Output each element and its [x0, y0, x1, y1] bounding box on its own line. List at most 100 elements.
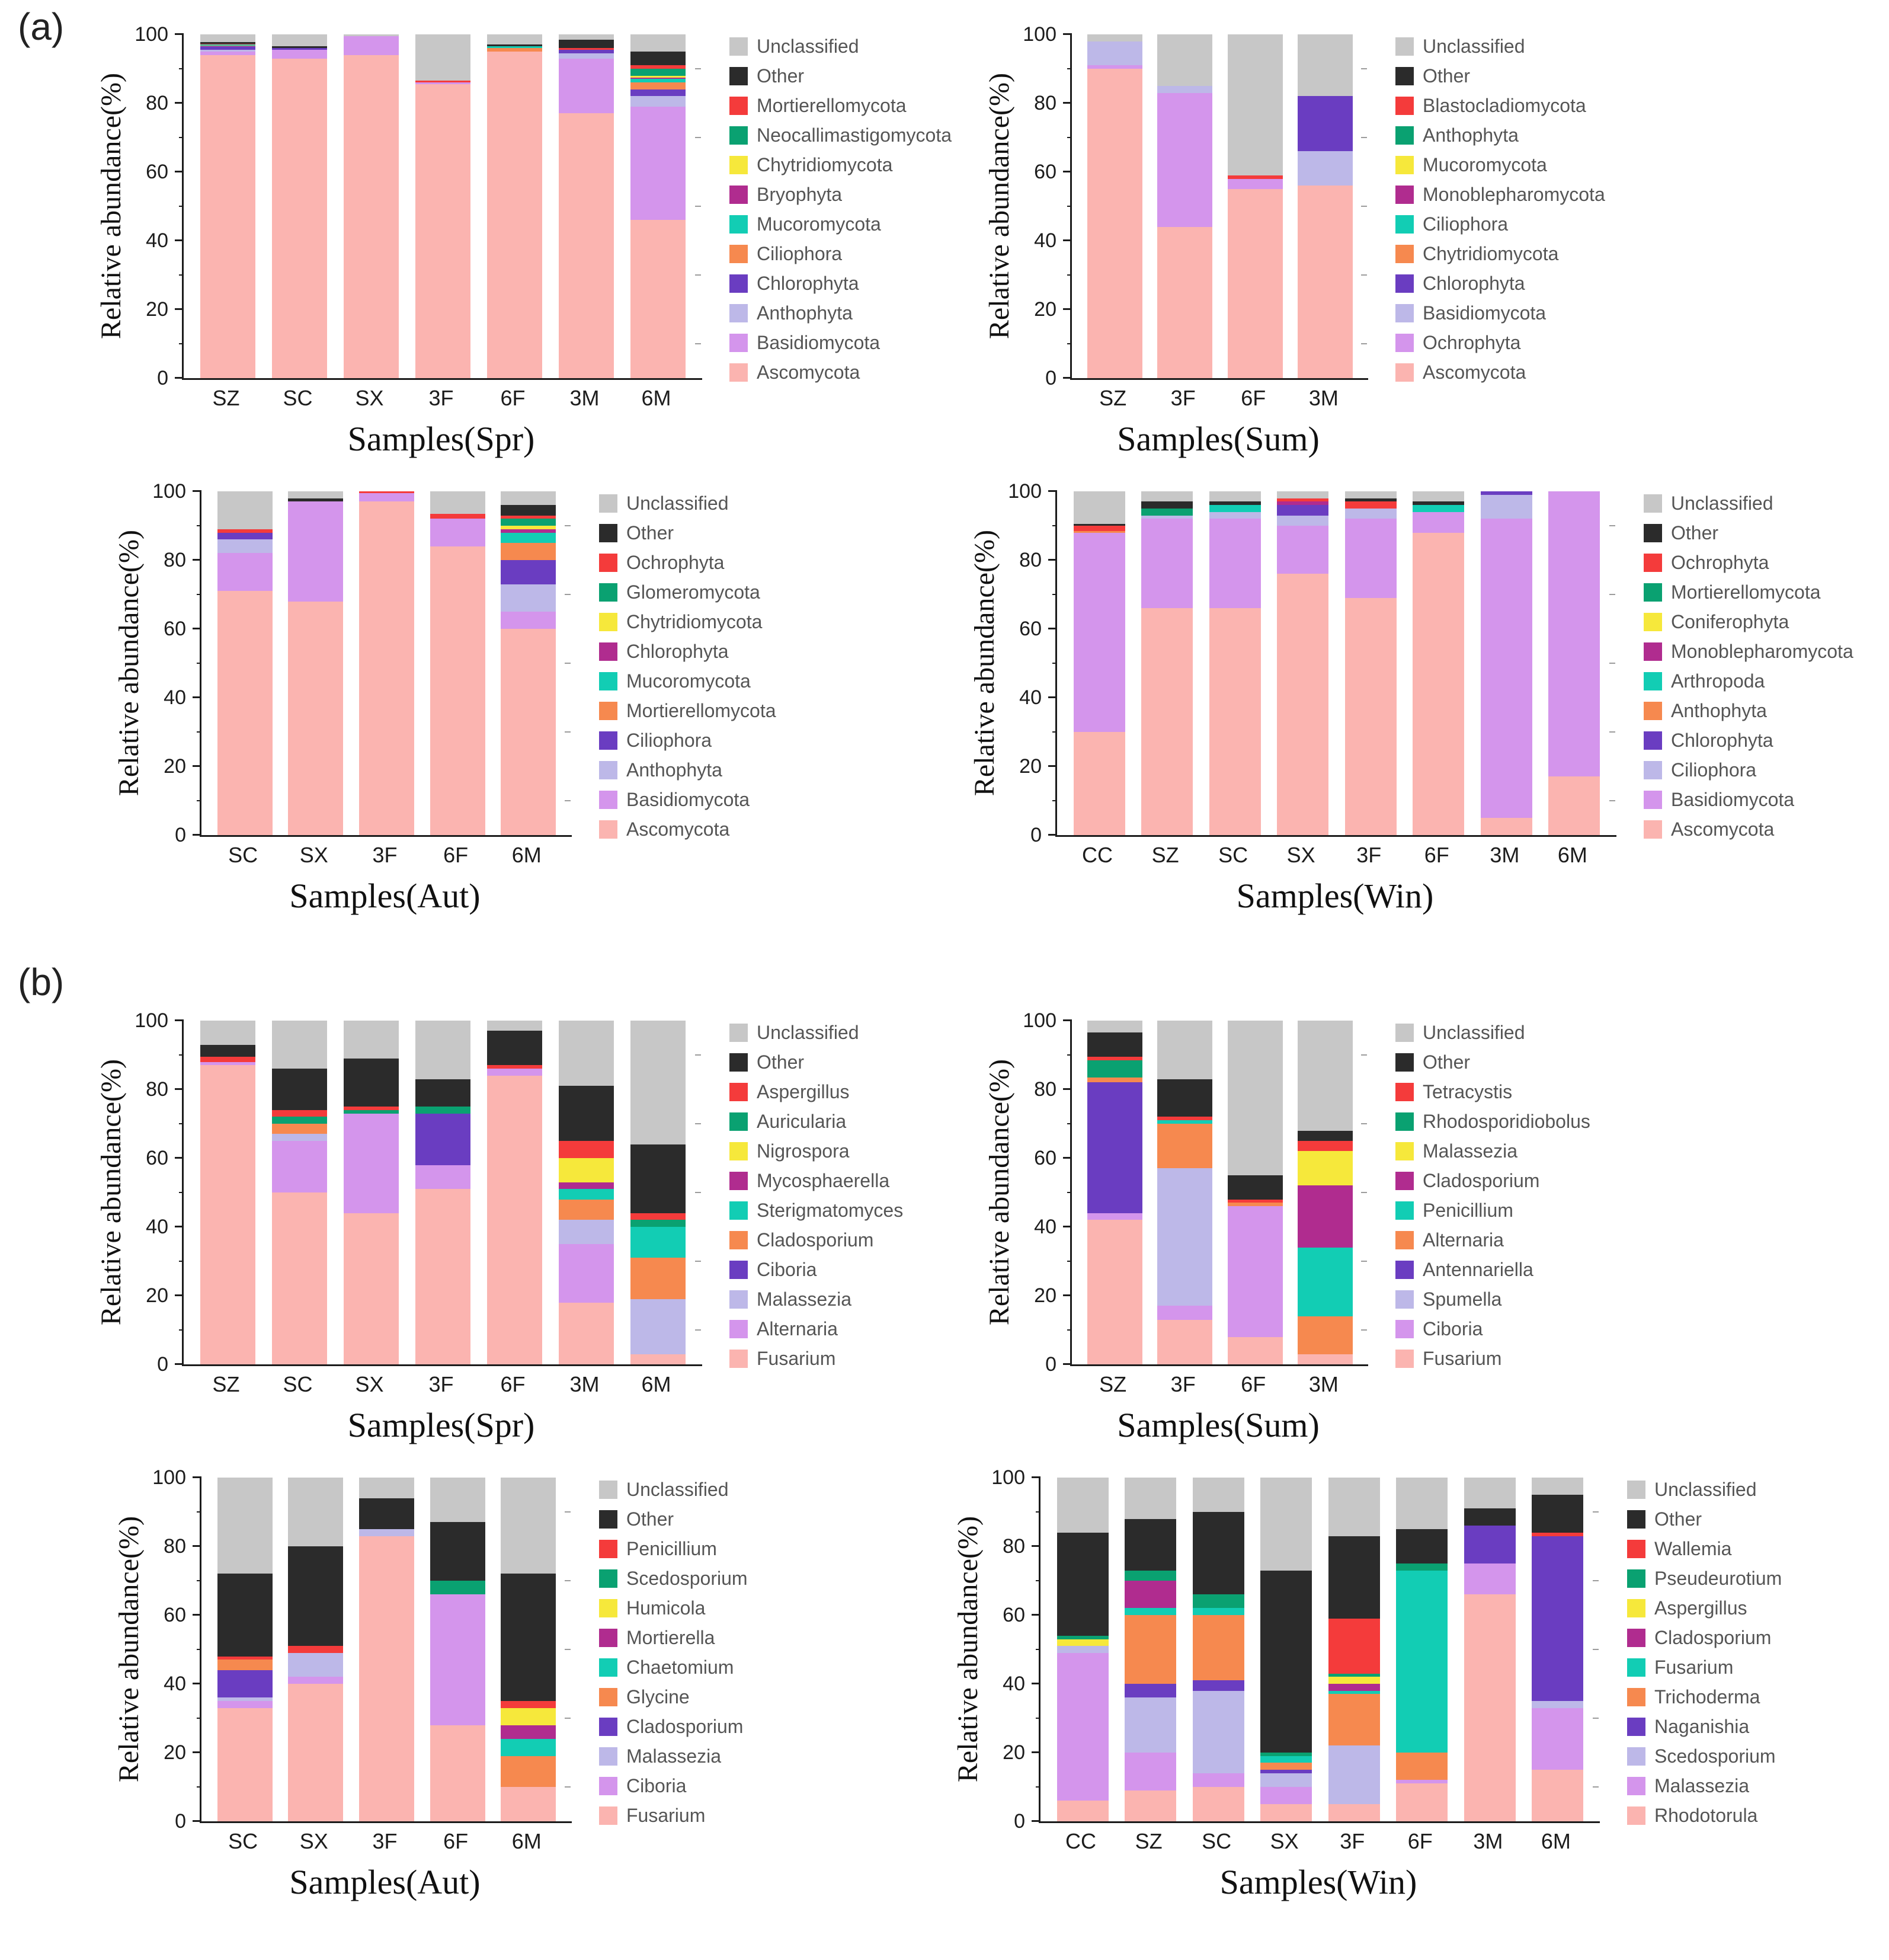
- bar-segment: [1298, 1021, 1353, 1131]
- bar-segment: [1260, 1570, 1312, 1753]
- legend-swatch: [1395, 126, 1414, 145]
- y-tick: [1063, 102, 1072, 104]
- legend-swatch: [1395, 274, 1414, 293]
- x-tick-label: 3M: [569, 386, 600, 410]
- right-minor-tick: [1361, 137, 1367, 138]
- bar-segment: [430, 513, 485, 519]
- y-tick: [193, 696, 201, 698]
- bar-segment: [1396, 1529, 1448, 1564]
- y-tick-label: 0: [1014, 1810, 1025, 1833]
- legend-swatch: [729, 363, 748, 382]
- bars: [201, 1478, 572, 1821]
- y-axis-label-wrap: Relative abundance(%): [95, 1021, 127, 1364]
- bar-segment: [288, 1684, 344, 1821]
- x-axis-label: Samples(Win): [1236, 877, 1434, 915]
- bar-segment: [1298, 1185, 1353, 1248]
- y-tick: [175, 33, 184, 35]
- legend-item: Unclassified: [1395, 1022, 1590, 1044]
- plot-area: 0 20 40 60 80 100: [991, 1467, 1600, 1831]
- chart-a-autumn: Relative abundance(%) 0 20 40 60 80 100 SC SX 3F 6…: [113, 481, 945, 916]
- bar-segment: [1157, 1120, 1213, 1124]
- legend-label: Mucoromycota: [626, 670, 751, 692]
- bar-segment: [501, 1738, 556, 1756]
- y-tick-label: 0: [175, 1810, 186, 1833]
- y-tick-label: 100: [152, 480, 186, 503]
- legend: Unclassified Other Wallemia Pseudeurotium As…: [1627, 1478, 1782, 1827]
- legend-swatch: [599, 731, 617, 750]
- y-minor-tick: [1052, 731, 1057, 733]
- bar-segment: [1073, 530, 1125, 533]
- legend-item: Alternaria: [729, 1318, 903, 1340]
- legend-item: Aspergillus: [1627, 1597, 1782, 1619]
- legend: Unclassified Other Blastocladiomycota Antho…: [1395, 34, 1605, 383]
- legend-swatch: [1644, 761, 1662, 779]
- y-tick: [193, 1751, 201, 1753]
- legend-item: Naganishia: [1627, 1716, 1782, 1738]
- legend-swatch: [729, 97, 748, 115]
- plot-area: 0 20 40 60 80 100: [1008, 481, 1616, 845]
- bar-segment: [501, 532, 556, 543]
- legend-swatch: [729, 245, 748, 263]
- y-minor-tick: [1036, 1511, 1040, 1513]
- right-minor-tick: [565, 663, 571, 664]
- y-tick: [175, 171, 184, 172]
- x-tick-label: SX: [1270, 1829, 1299, 1853]
- bar-segment: [1413, 532, 1465, 835]
- legend-label: Ochrophyta: [626, 552, 725, 573]
- bar-segment: [1141, 519, 1193, 609]
- y-minor-tick: [1036, 1649, 1040, 1650]
- x-tick-labels: SZ SC SX 3F 6F 3M 6M: [182, 1372, 700, 1397]
- legend-label: Fusarium: [1654, 1657, 1734, 1678]
- legend-item: Penicillium: [1395, 1200, 1590, 1222]
- bar-segment: [1328, 1694, 1380, 1746]
- bar-segment: [415, 84, 470, 378]
- legend-label: Ciliophora: [1671, 759, 1757, 781]
- legend-label: Rhodotorula: [1654, 1805, 1758, 1826]
- legend-swatch: [1395, 67, 1414, 85]
- x-axis-label: Samples(Aut): [289, 1863, 481, 1901]
- bar-sx: [344, 34, 399, 378]
- bar-segment: [1328, 1690, 1380, 1694]
- bar-segment: [415, 81, 470, 83]
- legend-swatch: [1627, 1658, 1645, 1677]
- y-minor-tick: [1067, 343, 1072, 344]
- x-tick-label: SC: [1218, 843, 1248, 867]
- legend-swatch: [1627, 1747, 1645, 1766]
- legend-swatch: [1395, 1024, 1414, 1042]
- bar-segment: [559, 48, 614, 50]
- right-minor-tick: [1361, 343, 1367, 344]
- bar-segment: [200, 34, 255, 42]
- legend-item: Chlorophyta: [1644, 730, 1853, 752]
- y-minor-tick: [179, 206, 184, 207]
- legend-swatch: [599, 1540, 617, 1558]
- x-tick-label: SZ: [1151, 843, 1179, 867]
- legend-swatch: [1627, 1599, 1645, 1617]
- bar-sz: [1141, 491, 1193, 835]
- y-minor-tick: [1067, 1261, 1072, 1262]
- right-minor-tick: [1609, 594, 1615, 595]
- legend-item: Malassezia: [729, 1288, 903, 1310]
- bar-segment: [288, 491, 344, 498]
- bar-segment: [358, 501, 414, 835]
- legend-item: Antennariella: [1395, 1259, 1590, 1281]
- legend-label: Mortierellomycota: [1671, 581, 1821, 603]
- y-tick-label: 0: [157, 1353, 168, 1376]
- bar-segment: [501, 1708, 556, 1725]
- y-axis-label: Relative abundance(%): [969, 530, 1000, 797]
- bar-segment: [501, 491, 556, 506]
- legend-label: Humicola: [626, 1597, 706, 1619]
- bar-segment: [630, 220, 686, 378]
- bar-segment: [1464, 1478, 1516, 1509]
- legend-swatch: [729, 1172, 748, 1190]
- x-tick-label: SC: [228, 843, 258, 867]
- y-tick-label: 20: [146, 1284, 168, 1307]
- bar-segment: [1277, 501, 1329, 506]
- legend: Unclassified Other Ochrophyta Glomeromycota…: [599, 491, 776, 840]
- bar-sc: [272, 34, 327, 378]
- x-tick-labels: SC SX 3F 6F 6M: [200, 1829, 570, 1854]
- y-tick-label: 60: [146, 161, 168, 183]
- legend-item: Cladosporium: [1627, 1627, 1782, 1649]
- y-tick-label: 40: [1034, 229, 1056, 252]
- bar-segment: [559, 1141, 614, 1159]
- legend-item: Ascomycota: [599, 818, 776, 840]
